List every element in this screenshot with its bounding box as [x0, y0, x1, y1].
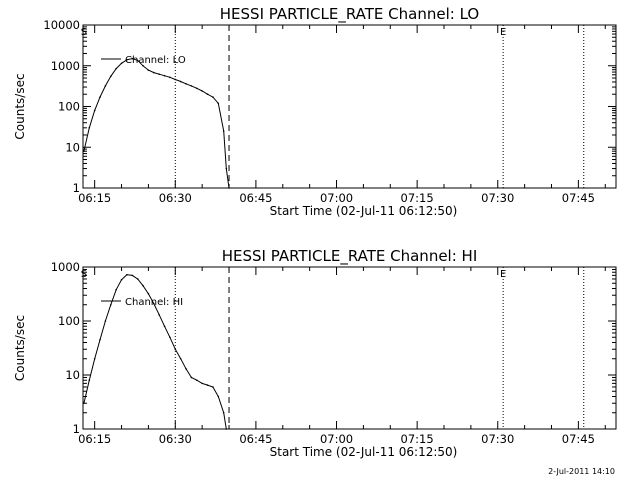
panel-1-data-point [93, 109, 96, 112]
panel-1-data-point [126, 58, 128, 61]
panel-1-series-line [83, 58, 230, 189]
panel-2-x-tick-label: 06:45 [239, 432, 272, 446]
panel-2-data-point [190, 376, 193, 379]
panel-2-x-tick-label: 07:00 [320, 432, 353, 446]
panel-1-data-point [222, 130, 225, 132]
panel-1-data-point [225, 167, 228, 170]
timestamp-footer: 2-Jul-2011 14:10 [548, 467, 615, 476]
panel-2-data-point [115, 288, 117, 291]
panel-1-y-tick-label: 10000 [43, 18, 80, 32]
panel-2-x-tick-label: 06:15 [78, 432, 111, 446]
panel-2-data-point [83, 402, 85, 405]
panel-1-data-point [142, 64, 144, 67]
panel-1-marker-e: E [500, 27, 506, 38]
panel-2-legend-label: Channel: HI [125, 297, 183, 308]
panel-2-x-tick-label: 07:45 [562, 432, 595, 446]
panel-2-marker-e: E [500, 269, 506, 280]
panel-1-x-tick-label: 07:45 [562, 191, 595, 205]
panel-2-data-point [185, 368, 187, 370]
panel-1-data-point [190, 85, 193, 87]
panel-1-data-point [158, 73, 160, 76]
panel-2-data-point [152, 302, 155, 305]
panel-1-x-tick-label: 06:30 [159, 191, 192, 205]
panel-1-data-point [169, 76, 171, 79]
panel-2-data-point [88, 379, 91, 382]
panel-2-data-point [136, 278, 139, 280]
panel-1-plot-frame [82, 24, 617, 189]
panel-2-data-point [225, 428, 228, 430]
panel-2-y-tick-label: 10 [65, 368, 80, 382]
panel-1-x-axis-label: Start Time (02-Jul-11 06:12:50) [270, 204, 458, 218]
panel-2-title: HESSI PARTICLE_RATE Channel: HI [222, 247, 478, 266]
panel-1-data-point [88, 127, 91, 129]
panel-1-data-point [174, 78, 177, 81]
panel-2-x-tick-label: 07:15 [401, 432, 434, 446]
panel-2-x-tick-label: 06:30 [159, 432, 192, 446]
panel-2-y-tick-label: 100 [58, 314, 80, 328]
panel-2-marker-s: S [81, 269, 87, 280]
panel-2-data-point [169, 336, 171, 339]
panel-1-data-point [120, 62, 123, 65]
panel-1-y-axis-label: Counts/sec [13, 73, 27, 139]
panel-1-y-tick-label: 100 [58, 100, 80, 114]
panel-1-y-tick-label: 10 [65, 140, 80, 154]
panel-2-series-line [83, 274, 227, 430]
panel-2-data-point [195, 379, 198, 382]
panel-2-data-point [131, 274, 134, 277]
panel-2-data-point [93, 357, 96, 360]
panel-1-y-tick-label: 1000 [51, 59, 80, 73]
panel-1-title: HESSI PARTICLE_RATE Channel: LO [220, 5, 479, 24]
panel-1-data-point [212, 96, 214, 98]
panel-2-data-point [174, 348, 177, 351]
panel-1-data-point [206, 93, 209, 96]
panel-2-data-point [222, 411, 225, 414]
panel-1-data-point [228, 187, 230, 189]
panel-2-data-point [163, 325, 166, 328]
panel-2-data-point [109, 303, 112, 306]
panel-1-data-point [179, 80, 182, 83]
panel-1-x-tick-label: 06:15 [78, 191, 111, 205]
panel-1-x-tick-label: 07:15 [401, 191, 434, 205]
panel-1-data-point [163, 74, 166, 77]
panel-1-y-tick-label: 1 [73, 181, 80, 195]
panel-1-data-point [131, 57, 134, 60]
panel-2-plot-frame [82, 266, 617, 430]
panel-2-data-point [217, 395, 220, 398]
panel-1-data-point [136, 59, 139, 62]
panel-2-data-point [158, 314, 160, 316]
panel-1-data-point [152, 71, 155, 74]
panel-2-data-point [212, 386, 214, 388]
panel-2-x-axis-label: Start Time (02-Jul-11 06:12:50) [270, 445, 458, 459]
panel-1-data-point [99, 96, 101, 98]
panel-1-data-point [115, 67, 117, 70]
panel-2-y-axis-label: Counts/sec [13, 315, 27, 381]
panel-1-data-point [195, 87, 198, 90]
panel-1-x-tick-label: 06:45 [239, 191, 272, 205]
panel-2-data-point [104, 320, 107, 322]
panel-1-data-point [217, 102, 220, 105]
panel-1-x-tick-label: 07:30 [481, 191, 514, 205]
panel-1-data-point [104, 85, 107, 87]
panel-1-legend-label: Channel: LO [125, 55, 186, 66]
panel-1-x-tick-label: 07:00 [320, 191, 353, 205]
panel-2-y-tick-label: 1000 [51, 260, 80, 274]
panel-2-x-tick-label: 07:30 [481, 432, 514, 446]
panel-2-data-point [201, 382, 203, 385]
panel-1-data-point [147, 69, 150, 71]
panel-1-marker-s: S [81, 27, 87, 38]
panel-1-data-point [109, 75, 112, 78]
panel-2-data-point [206, 384, 209, 386]
panel-1-data-point [185, 83, 187, 85]
panel-2-data-point [179, 357, 182, 360]
panel-2-data-point [147, 292, 150, 295]
panel-2-data-point [126, 273, 128, 276]
panel-2-data-point [120, 278, 123, 281]
panel-2-data-point [142, 284, 144, 287]
panel-2-y-tick-label: 1 [73, 422, 80, 436]
panel-2-data-point [99, 338, 101, 341]
panel-1-data-point [83, 150, 85, 152]
panel-1-data-point [201, 90, 203, 92]
